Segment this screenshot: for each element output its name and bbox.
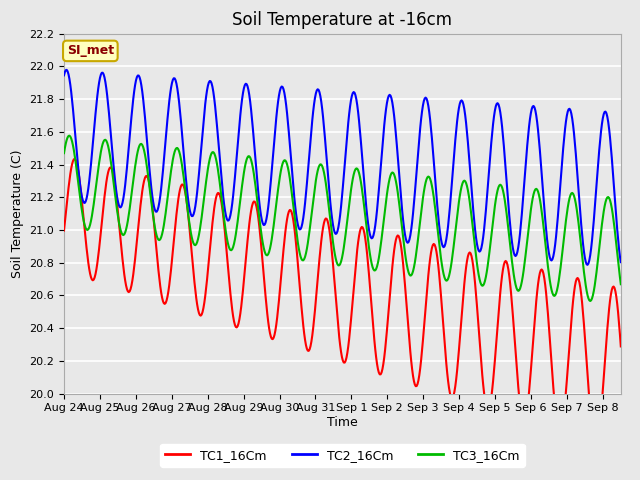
X-axis label: Time: Time	[327, 416, 358, 429]
Text: SI_met: SI_met	[67, 44, 114, 58]
Legend: TC1_16Cm, TC2_16Cm, TC3_16Cm: TC1_16Cm, TC2_16Cm, TC3_16Cm	[160, 444, 525, 467]
Y-axis label: Soil Temperature (C): Soil Temperature (C)	[11, 149, 24, 278]
Title: Soil Temperature at -16cm: Soil Temperature at -16cm	[232, 11, 452, 29]
